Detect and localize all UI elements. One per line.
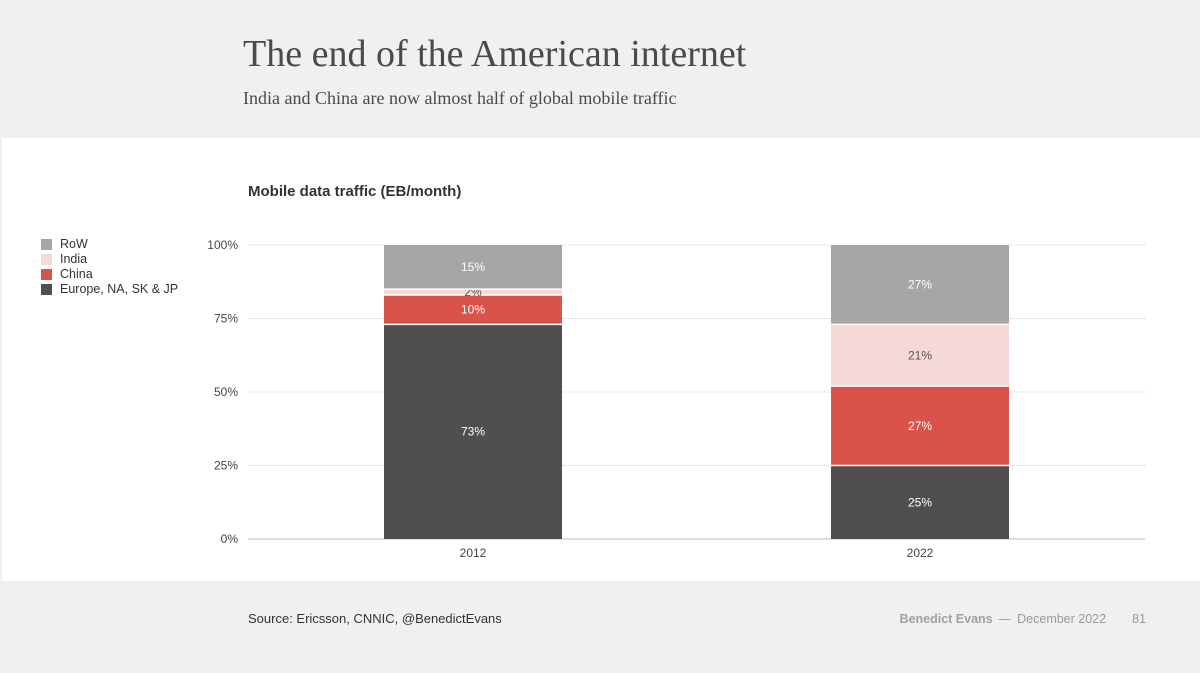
bar-2022-europe-na-sk-jp xyxy=(831,465,1009,539)
page-number: 81 xyxy=(1132,612,1146,626)
bar-2012-row xyxy=(384,245,562,290)
page-subtitle: India and China are now almost half of g… xyxy=(243,88,677,108)
footer-credit: Benedict Evans — December 2022 81 xyxy=(900,612,1146,626)
bar-2022-china xyxy=(831,386,1009,466)
legend-label-china: China xyxy=(60,267,93,281)
footer-separator: — xyxy=(998,612,1012,626)
page-title: The end of the American internet xyxy=(243,33,747,75)
data-label-2012-china: 10% xyxy=(461,303,485,317)
data-label-2012-row: 15% xyxy=(461,260,485,274)
y-tick-label-100: 100% xyxy=(207,238,238,252)
footer-author: Benedict Evans xyxy=(899,612,993,626)
bar-2012-europe-na-sk-jp xyxy=(384,324,562,539)
legend-label-row: RoW xyxy=(60,237,88,251)
legend-label-europe-na-sk-jp: Europe, NA, SK & JP xyxy=(60,282,179,296)
data-label-2022-china: 27% xyxy=(908,419,932,433)
legend-label-india: India xyxy=(60,252,88,266)
legend-swatch-row xyxy=(41,239,52,250)
data-label-2022-india: 21% xyxy=(908,348,932,362)
data-label-2012-europe-na-sk-jp: 73% xyxy=(461,425,485,439)
legend-swatch-china xyxy=(41,269,52,280)
data-label-2022-europe-na-sk-jp: 25% xyxy=(908,495,932,509)
bar-2012-china xyxy=(384,294,562,325)
y-tick-label-25: 25% xyxy=(214,459,238,473)
legend: RoW India China Europe, NA, SK & JP xyxy=(41,237,178,297)
data-label-2022-row: 27% xyxy=(908,278,932,292)
legend-item-europe-na-sk-jp: Europe, NA, SK & JP xyxy=(41,282,178,297)
source-note: Source: Ericsson, CNNIC, @BenedictEvans xyxy=(248,611,502,626)
legend-item-row: RoW xyxy=(41,237,178,252)
legend-item-india: India xyxy=(41,252,178,267)
x-tick-label-2012: 2012 xyxy=(460,546,487,560)
legend-item-china: China xyxy=(41,267,178,282)
bar-2022-india xyxy=(831,324,1009,387)
y-tick-label-75: 75% xyxy=(214,312,238,326)
x-tick-label-2022: 2022 xyxy=(907,546,934,560)
legend-swatch-europe-na-sk-jp xyxy=(41,284,52,295)
y-tick-label-0: 0% xyxy=(221,532,239,546)
bar-2022-row xyxy=(831,245,1009,325)
bar-2012-india xyxy=(384,289,562,295)
header: The end of the American internet India a… xyxy=(0,0,1200,138)
footer-date: December 2022 xyxy=(1017,612,1107,626)
y-tick-label-50: 50% xyxy=(214,385,238,399)
chart-title: Mobile data traffic (EB/month) xyxy=(248,183,462,200)
legend-swatch-india xyxy=(41,254,52,265)
